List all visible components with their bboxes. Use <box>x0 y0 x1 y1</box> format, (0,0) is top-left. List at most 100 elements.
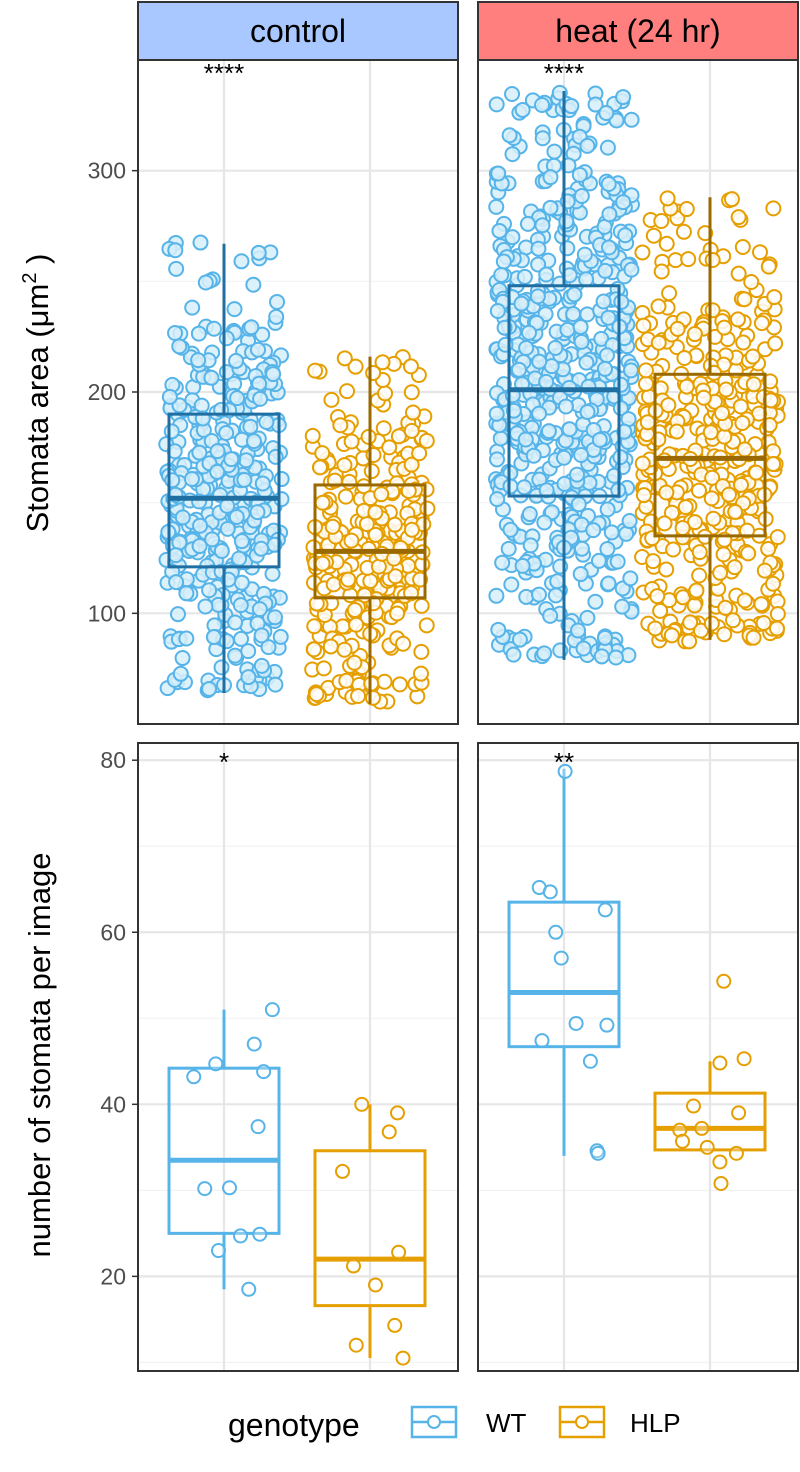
data-point <box>490 407 504 421</box>
data-point <box>737 292 751 306</box>
data-point <box>191 353 205 367</box>
data-point <box>522 326 536 340</box>
data-point <box>614 295 628 309</box>
data-point <box>692 484 706 498</box>
data-point <box>658 516 672 530</box>
data-point <box>539 375 553 389</box>
data-point <box>198 599 212 613</box>
data-point <box>489 200 503 214</box>
data-point <box>376 355 390 369</box>
significance-label: **** <box>204 58 244 88</box>
data-point <box>324 639 338 653</box>
data-point <box>414 645 428 659</box>
data-point <box>215 544 229 558</box>
data-point <box>163 390 177 404</box>
data-point <box>211 444 225 458</box>
data-point <box>250 505 264 519</box>
data-point <box>405 424 419 438</box>
data-point <box>602 177 616 191</box>
data-point <box>517 480 531 494</box>
legend-key-wt-point <box>428 1416 440 1428</box>
data-point <box>392 1246 405 1259</box>
data-point <box>259 415 273 429</box>
data-point <box>542 424 556 438</box>
data-point <box>637 488 651 502</box>
data-point <box>648 621 662 635</box>
data-point <box>597 295 611 309</box>
data-point <box>599 106 613 120</box>
data-point <box>579 356 593 370</box>
data-point <box>543 170 557 184</box>
data-point <box>368 505 382 519</box>
data-point <box>230 391 244 405</box>
data-point <box>584 1055 597 1068</box>
data-point <box>575 335 589 349</box>
data-point <box>324 393 338 407</box>
data-point <box>176 510 190 524</box>
data-point <box>404 359 418 373</box>
data-point <box>609 650 623 664</box>
data-point <box>326 520 340 534</box>
data-point <box>602 240 616 254</box>
data-point <box>243 420 257 434</box>
data-point <box>242 1283 255 1296</box>
data-point <box>512 363 526 377</box>
data-point <box>531 242 545 256</box>
data-point <box>516 103 530 117</box>
data-point <box>636 319 650 333</box>
data-point <box>257 1065 270 1078</box>
data-point <box>559 214 573 228</box>
data-point <box>198 1182 211 1195</box>
data-point <box>202 682 216 696</box>
data-point <box>570 468 584 482</box>
data-point <box>592 554 606 568</box>
data-point <box>747 631 761 645</box>
data-point <box>732 1106 745 1119</box>
panel-3: 20406080* <box>100 743 458 1371</box>
data-point <box>219 426 233 440</box>
significance-label: * <box>219 747 229 777</box>
data-point <box>248 1038 261 1051</box>
data-point <box>388 1319 401 1332</box>
data-point <box>616 90 630 104</box>
data-point <box>494 268 508 282</box>
data-point <box>507 648 521 662</box>
data-point <box>239 453 253 467</box>
data-point <box>490 452 504 466</box>
data-point <box>348 603 362 617</box>
data-point <box>717 627 731 641</box>
y-tick-label: 80 <box>100 747 126 773</box>
data-point <box>344 534 358 548</box>
data-point <box>253 1228 266 1241</box>
data-point <box>618 228 632 242</box>
data-point <box>771 607 785 621</box>
data-point <box>179 631 193 645</box>
data-point <box>624 363 638 377</box>
data-point <box>754 597 768 611</box>
data-point <box>741 546 755 560</box>
data-point <box>717 430 731 444</box>
y-tick-label: 40 <box>100 1091 126 1117</box>
data-point <box>187 1070 200 1083</box>
data-point <box>543 201 557 215</box>
data-point <box>269 310 283 324</box>
data-point <box>575 189 589 203</box>
data-point <box>550 574 564 588</box>
data-point <box>653 604 667 618</box>
facet-strip-control-label: control <box>250 13 346 49</box>
facet-strip-heat-label: heat (24 hr) <box>555 13 720 49</box>
data-point <box>655 264 669 278</box>
data-point <box>661 398 675 412</box>
data-point <box>689 583 703 597</box>
data-point <box>677 351 691 365</box>
data-point <box>738 593 752 607</box>
data-point <box>215 660 229 674</box>
data-point <box>366 691 380 705</box>
data-point <box>171 607 185 621</box>
data-point <box>255 659 269 673</box>
data-point <box>365 464 379 478</box>
data-point <box>762 260 776 274</box>
data-point <box>753 245 767 259</box>
data-point <box>420 618 434 632</box>
panel-4: ** <box>478 743 798 1371</box>
